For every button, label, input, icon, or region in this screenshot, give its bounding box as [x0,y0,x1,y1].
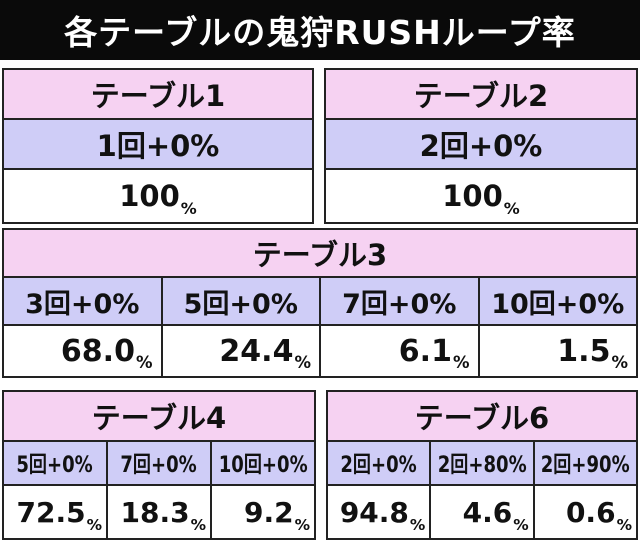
table-4: テーブル4 5回+0% 7回+0% 10回+0% 72.5% 18.3% 9.2… [2,390,316,540]
page-title: 各テーブルの鬼狩RUSHループ率 [0,0,640,60]
table-1-rate: 100% [4,170,312,222]
table-4-rate: 9.2% [210,486,314,538]
percent-unit: % [190,516,206,535]
table-4-condition: 10回+0% [210,442,314,484]
table-6-condition: 2回+0% [328,442,430,484]
percent-unit: % [294,352,311,372]
table-4-header: テーブル4 [4,392,314,440]
table-3-rate: 6.1% [319,326,478,376]
table-2: テーブル2 2回+0% 100% [324,68,638,224]
condition-label: 5回+0% [16,453,94,478]
percent-unit: % [180,199,197,219]
table-3-rate: 24.4% [160,326,319,376]
percent-unit: % [135,352,153,372]
table-3-condition: 7回+0% [319,278,478,324]
table-6: テーブル6 2回+0% 2回+80% 2回+90% 94.8% 4.6% 0.6… [326,390,638,540]
table-6-condition: 2回+80% [429,442,533,484]
condition-label: 2回+90% [540,453,630,478]
table-3-condition: 3回+0% [4,278,161,324]
rate-value: 1.5 [557,333,611,369]
percent-unit: % [452,352,470,372]
percent-unit: % [409,516,426,535]
rate-value: 94.8 [339,495,409,529]
table-1: テーブル1 1回+0% 100% [2,68,314,224]
condition-label: 2回+0% [340,453,417,478]
table-1-condition: 1回+0% [4,120,312,168]
table-4-rate: 72.5% [4,486,106,538]
table-4-condition: 7回+0% [106,442,210,484]
rate-value: 24.4 [219,333,294,369]
table-6-rate: 94.8% [328,486,430,538]
table-2-condition: 2回+0% [326,120,636,168]
rate-value: 6.1 [398,333,452,369]
percent-unit: % [86,516,102,535]
rate-value: 100 [119,179,180,213]
percent-unit: % [611,352,628,372]
rate-value: 18.3 [120,495,190,529]
table-1-header: テーブル1 [4,70,312,118]
rate-value: 0.6 [565,495,616,529]
percent-unit: % [294,516,310,535]
rate-value: 100 [442,179,503,213]
table-3-condition: 10回+0% [477,278,636,324]
rate-value: 4.6 [462,495,513,529]
table-2-header: テーブル2 [326,70,636,118]
percent-unit: % [616,516,632,535]
table-6-rate: 4.6% [429,486,533,538]
table-4-condition: 5回+0% [4,442,106,484]
rate-value: 9.2 [243,495,294,529]
rate-value: 72.5 [16,495,86,529]
table-3-rate: 1.5% [477,326,636,376]
table-3-header: テーブル3 [4,230,636,276]
condition-label: 2回+80% [437,453,527,478]
table-2-rate: 100% [326,170,636,222]
percent-unit: % [513,516,529,535]
table-6-header: テーブル6 [328,392,636,440]
table-3-condition: 5回+0% [160,278,319,324]
condition-label: 10回+0% [218,453,308,478]
table-3-rate: 68.0% [4,326,161,376]
percent-unit: % [503,199,520,219]
table-6-rate: 0.6% [532,486,636,538]
condition-label: 7回+0% [120,453,198,478]
rate-value: 68.0 [60,333,135,369]
table-4-rate: 18.3% [106,486,210,538]
table-6-condition: 2回+90% [532,442,636,484]
table-3: テーブル3 3回+0% 5回+0% 7回+0% 10回+0% 68.0% 24.… [2,228,638,378]
